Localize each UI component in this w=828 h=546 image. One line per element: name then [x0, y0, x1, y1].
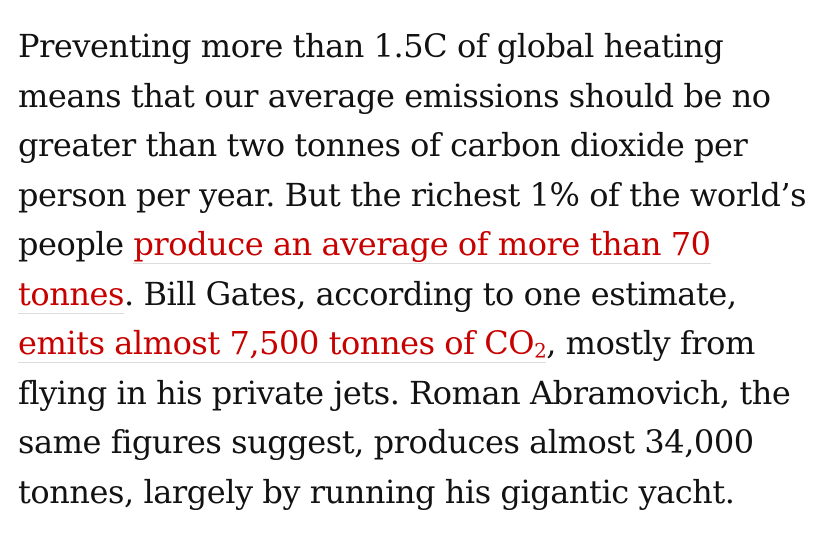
paragraph-text-2: . Bill Gates, according to one estimate,: [124, 274, 737, 313]
emissions-average-link[interactable]: produce an average of more than 70 tonne…: [18, 225, 711, 314]
bill-gates-emissions-link[interactable]: emits almost 7,500 tonnes of CO2: [18, 324, 547, 363]
link-text: emits almost 7,500 tonnes of CO: [18, 324, 535, 362]
article-paragraph: Preventing more than 1.5C of global heat…: [18, 22, 812, 517]
co2-subscript: 2: [534, 339, 547, 363]
paragraph-text-3: , mostly from flying in his private jets…: [18, 324, 791, 511]
paragraph-text-1: Preventing more than 1.5C of global heat…: [18, 27, 807, 263]
